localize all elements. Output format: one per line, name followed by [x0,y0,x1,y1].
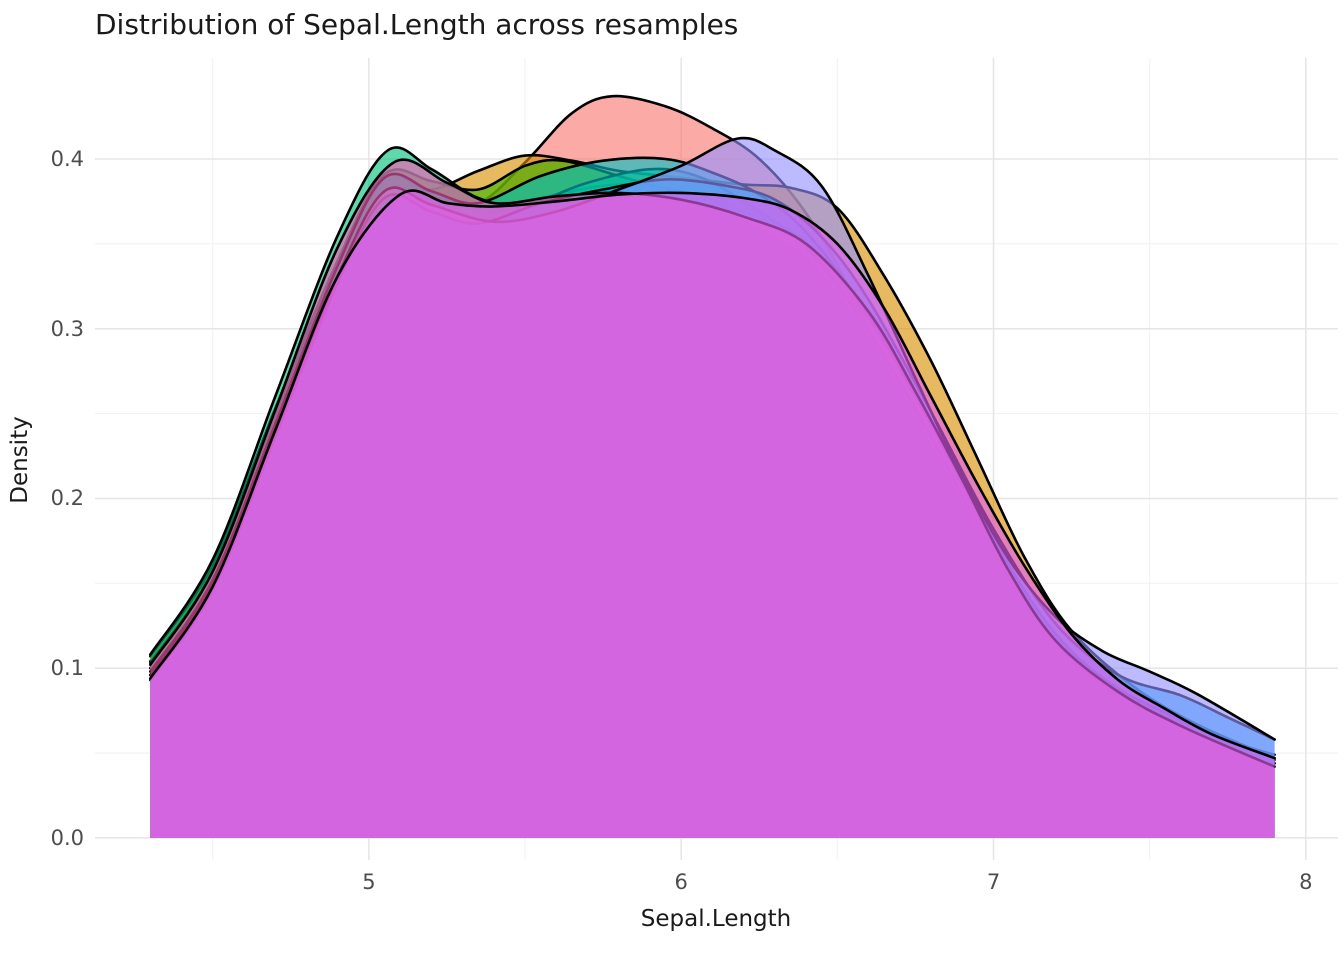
y-tick-label: 0.3 [50,316,84,341]
density-area-resample-10 [150,190,1275,838]
density-outline-resample-10 [149,189,1276,760]
x-tick-label: 7 [986,870,1001,894]
x-tick-label: 8 [1299,870,1313,894]
x-tick-label: 5 [362,870,376,894]
y-tick-label: 0.4 [50,146,84,171]
x-axis-title: Sepal.Length [640,906,792,932]
chart-title: Distribution of Sepal.Length across resa… [95,8,739,41]
y-axis-title: Density [7,416,33,504]
y-tick-label: 0.0 [50,825,84,850]
y-tick-label: 0.2 [50,486,84,511]
y-tick-label: 0.1 [50,656,84,681]
x-tick-label: 6 [674,870,688,894]
